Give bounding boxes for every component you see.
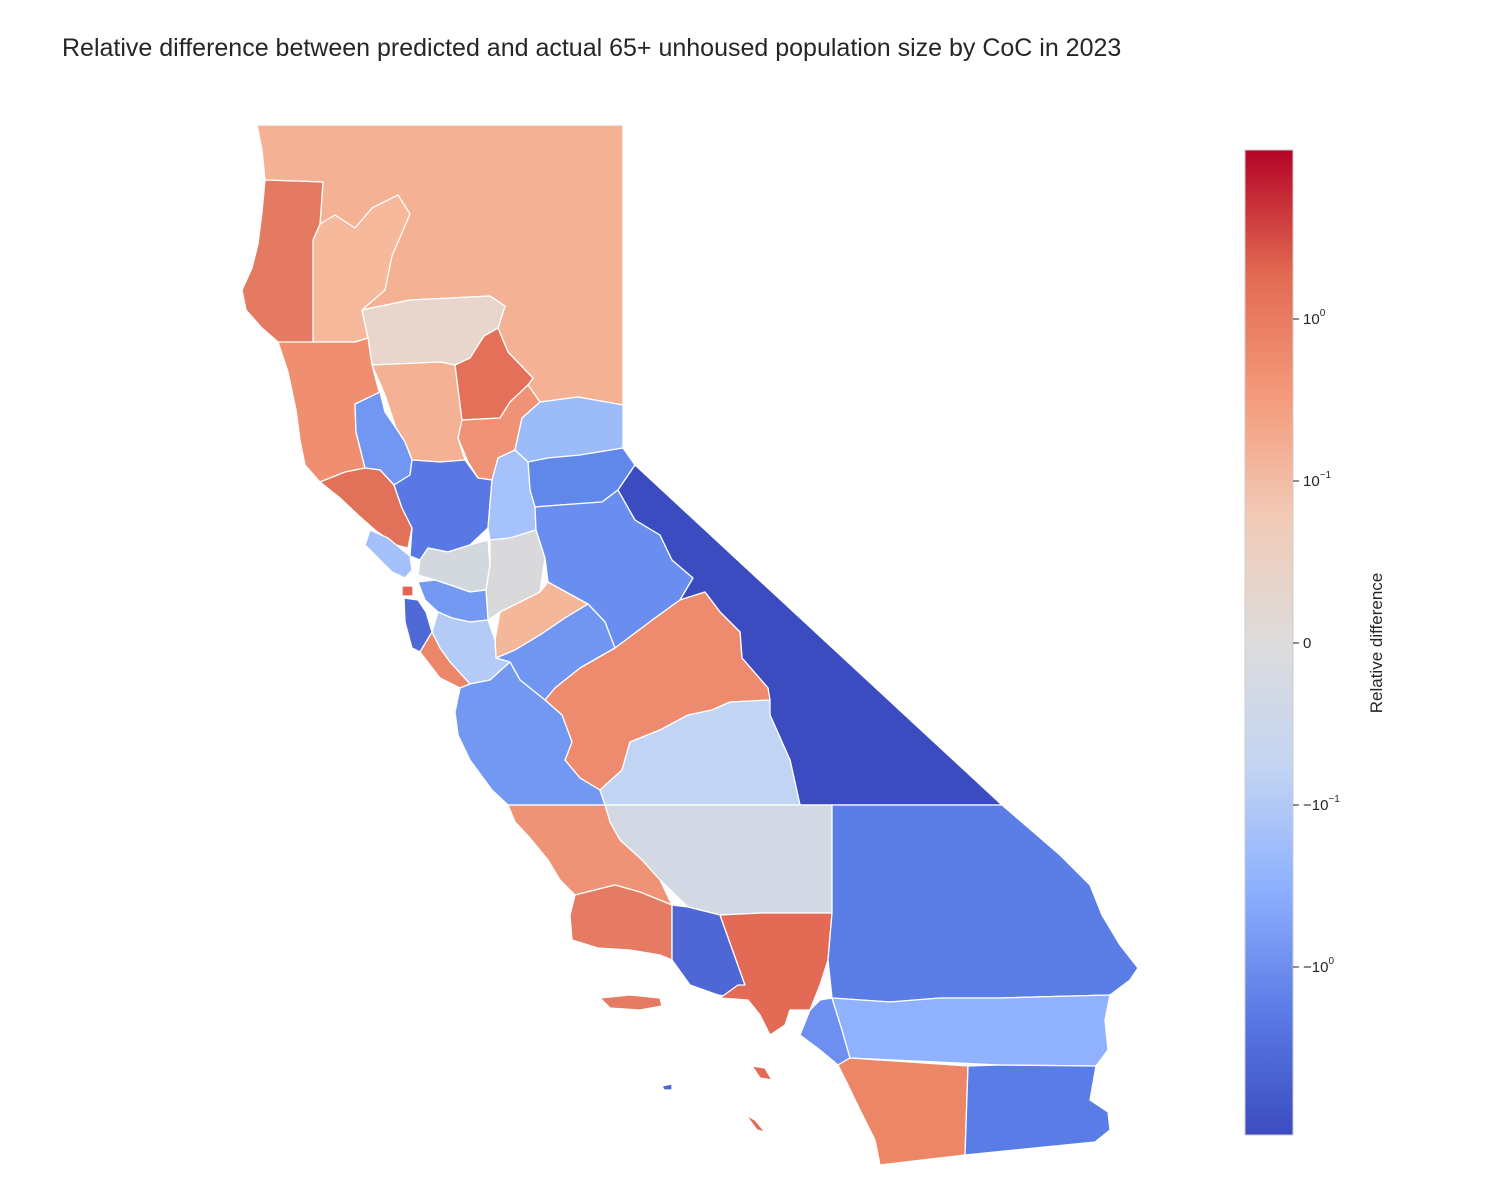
region-marin[interactable]	[364, 529, 413, 579]
colorbar-gradient	[1244, 149, 1294, 1136]
island-san-nicolas	[661, 1083, 673, 1091]
chart-title: Relative difference between predicted an…	[62, 34, 1122, 62]
region-santa-cruz[interactable]	[419, 631, 471, 689]
colorbar-label: Relative difference	[1367, 573, 1386, 714]
region-san-diego[interactable]	[837, 1057, 969, 1166]
colorbar-tick-label: −10−1	[1303, 794, 1340, 814]
island-san-clemente	[745, 1114, 766, 1133]
colorbar-tick-label: 10−1	[1303, 470, 1332, 490]
region-imperial[interactable]	[964, 1064, 1111, 1156]
region-del-norte-humboldt[interactable]	[241, 179, 324, 346]
colorbar-ticks: 100 10−1 0 −10−1 −100	[1293, 308, 1340, 976]
region-tulare[interactable]	[599, 699, 801, 806]
colorbar-tick-label: −100	[1303, 956, 1334, 976]
region-santa-barbara[interactable]	[569, 884, 673, 961]
island-catalina	[751, 1065, 773, 1081]
region-monterey-san-benito[interactable]	[454, 661, 606, 806]
island-santa-barbara-channel	[599, 994, 663, 1011]
colorbar-tick-label: 0	[1303, 635, 1311, 652]
region-sf[interactable]	[401, 585, 414, 597]
colorbar-tick-label: 100	[1303, 308, 1326, 328]
